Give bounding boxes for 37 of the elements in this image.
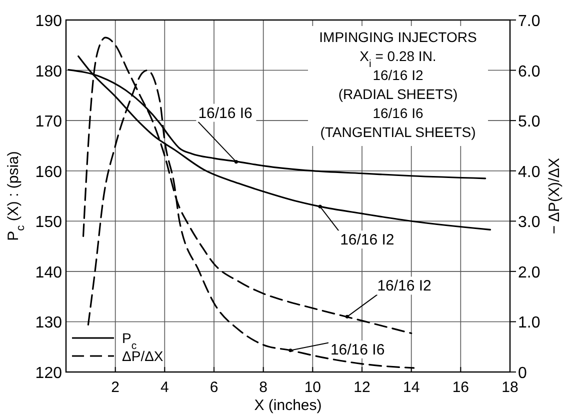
x-tick-label: 18	[502, 379, 518, 396]
y-tick-label: 120	[35, 365, 62, 382]
y2-tick-label: 3.0	[518, 214, 540, 232]
annotation: X$_{i}$ = 0.28 IN.	[360, 48, 436, 70]
y2-tick-label: 0	[518, 365, 527, 382]
y2-tick-label: 5.0	[518, 114, 540, 131]
annotation: 16/16 I2	[340, 232, 394, 249]
y2-tick-label: 7.0	[518, 13, 540, 30]
annotation: (RADIAL SHEETS)	[338, 86, 458, 102]
y-tick-label: 140	[35, 264, 62, 282]
annotation: 16/16 I6	[330, 341, 385, 358]
y-tick-label: 180	[35, 63, 62, 80]
x-tick-label: 10	[304, 379, 322, 396]
x-tick-label: 6	[210, 379, 218, 396]
annotation: IMPINGING INJECTORS	[319, 29, 477, 45]
y-tick-label: 160	[35, 164, 62, 181]
annotation: 16/16 I2	[377, 278, 432, 295]
y2-tick-label: 6.0	[518, 63, 540, 80]
y2-tick-label: 1.0	[518, 314, 540, 332]
y-tick-label: 150	[35, 214, 62, 232]
y-tick-label: 130	[35, 314, 62, 332]
x-tick-label: 8	[259, 379, 268, 396]
annotation: 16/16 I2	[372, 67, 424, 83]
x-axis-title: X (inches)	[254, 397, 322, 414]
x-tick-label: 12	[354, 379, 370, 396]
annotation: (TANGENTIAL SHEETS)	[320, 124, 476, 140]
y2-tick-label: 2.0	[518, 264, 540, 282]
x-tick-label: 16	[452, 379, 470, 396]
y2-axis-title: − ΔP(X)/ΔX	[546, 158, 563, 234]
y-tick-label: 190	[35, 13, 62, 30]
annotation: 16/16 I6	[372, 105, 424, 121]
x-tick-label: 14	[402, 379, 420, 396]
y-tick-label: 170	[35, 114, 62, 131]
y2-tick-label: 4.0	[518, 164, 540, 181]
x-tick-label: 2	[111, 379, 120, 396]
x-tick-label: 4	[160, 379, 169, 396]
annotation: 16/16 I6	[198, 104, 252, 122]
